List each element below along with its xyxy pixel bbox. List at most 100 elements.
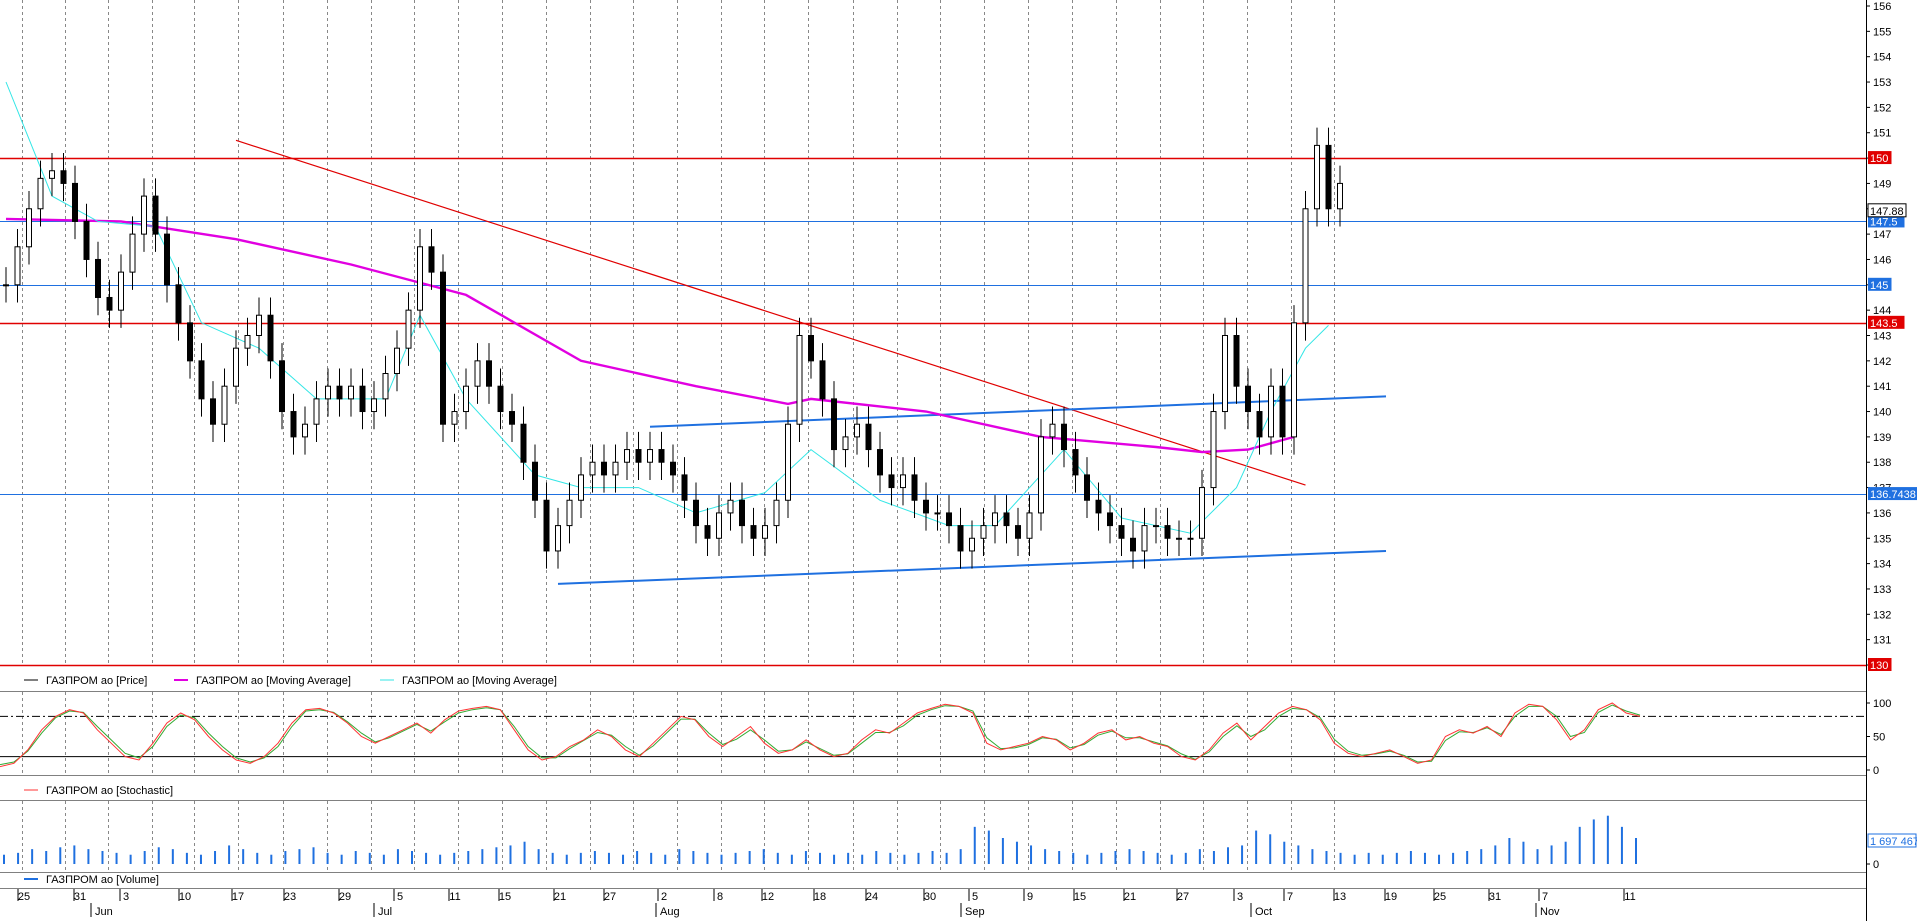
candle-body: [877, 449, 883, 476]
candle-body: [842, 436, 849, 451]
volume-bar: [1367, 852, 1370, 864]
candle-body: [670, 461, 676, 476]
candle-body: [1049, 423, 1056, 438]
volume-bar: [861, 854, 864, 864]
candle-body: [923, 499, 929, 514]
main-legend: ГАЗПРОМ ао [Price] ГАЗПРОМ ао [Moving Av…: [24, 675, 557, 687]
candle-body: [210, 398, 216, 425]
month-label: Jul: [378, 906, 392, 918]
horizontal-levels: [0, 157, 1866, 667]
candle-body: [693, 499, 699, 527]
volume-bar: [1620, 826, 1623, 864]
ma-long-series: [5, 217, 1295, 454]
candle-body: [1164, 525, 1171, 539]
volume-bar: [889, 852, 892, 864]
volume-tick-label: 0: [1873, 859, 1879, 871]
level-badge: [1868, 315, 1905, 329]
candle-body: [1153, 525, 1159, 528]
candle-body: [658, 449, 665, 463]
day-label: 9: [1027, 891, 1033, 903]
day-label: 10: [179, 891, 191, 903]
volume-bar: [551, 852, 554, 864]
price-tick-label: 144: [1873, 305, 1891, 317]
volume-bar: [678, 849, 681, 864]
volume-bar: [1241, 845, 1244, 864]
candle-body: [14, 246, 21, 286]
stoch-legend: ГАЗПРОМ ао [Stochastic]: [24, 785, 173, 797]
volume-bar: [270, 854, 273, 864]
candle-body: [808, 335, 814, 362]
candle-body: [1268, 385, 1274, 438]
volume-bar: [1255, 830, 1258, 864]
last-volume-box: [1867, 833, 1917, 848]
last-price-label: 147.88: [1870, 206, 1904, 218]
month-label: Sep: [965, 906, 985, 918]
level-badge-label: 130: [1870, 660, 1888, 672]
price-tick-label: 152: [1873, 102, 1891, 114]
candle-body: [1118, 525, 1125, 539]
volume-bar: [776, 852, 779, 864]
price-tick-label: 147: [1873, 229, 1891, 241]
day-label: 2: [661, 891, 667, 903]
day-label: 11: [449, 891, 460, 903]
price-tick-label: 151: [1873, 128, 1891, 140]
candle-body: [762, 525, 768, 539]
candle-body: [463, 385, 469, 413]
legend-ma-long-label: ГАЗПРОМ ао [Moving Average]: [196, 675, 351, 687]
candle-body: [359, 385, 366, 413]
volume-bar: [1269, 834, 1272, 864]
volume-bar: [833, 854, 836, 864]
candle-body: [3, 284, 9, 287]
candle-body: [1061, 423, 1067, 451]
volume-bar: [945, 852, 948, 864]
level-badges: 150 147.5 145 143.5 136.7438 130 147.88: [1867, 151, 1917, 672]
volume-bar: [382, 854, 385, 864]
candle-body: [1233, 335, 1240, 387]
day-label: 11: [1624, 891, 1635, 903]
candle-body: [555, 525, 561, 552]
candle-body: [957, 525, 964, 552]
candle-body: [1291, 322, 1297, 438]
day-label: 8: [717, 891, 723, 903]
price-tick-label: 154: [1873, 52, 1891, 64]
volume-bar: [157, 847, 160, 864]
candle-body: [946, 512, 952, 527]
candle-body: [911, 474, 918, 501]
price-tick-label: 146: [1873, 254, 1891, 266]
volume-bar: [1438, 854, 1441, 864]
candle-body: [509, 411, 515, 425]
volume-bar: [228, 845, 231, 864]
volume-bar: [523, 841, 526, 864]
candle-body: [428, 246, 435, 273]
candle-body: [417, 246, 423, 311]
price-tick-label: 156: [1873, 1, 1891, 13]
candle-body: [785, 423, 791, 501]
candle-body: [980, 525, 987, 539]
volume-bar: [143, 851, 146, 864]
volume-bar: [284, 851, 287, 864]
day-label: 27: [604, 891, 616, 903]
price-tick-label: 149: [1873, 178, 1891, 190]
level-badge: [1868, 277, 1892, 291]
last-volume-label: 1 697 467: [1870, 836, 1917, 848]
volume-bar: [1044, 849, 1047, 864]
candle-body: [727, 499, 734, 514]
volume-bar: [3, 854, 5, 864]
volume-bar: [1170, 854, 1173, 864]
level-badge-label: 145: [1870, 280, 1888, 292]
legend-price-label: ГАЗПРОМ ао [Price]: [46, 675, 147, 687]
volume-bar: [45, 851, 48, 864]
candle-body: [1302, 208, 1309, 324]
volume-bar: [1564, 841, 1567, 864]
volume-bar: [804, 851, 807, 864]
candle-body: [129, 233, 136, 273]
volume-bar: [73, 845, 76, 864]
stoch-line: [0, 704, 1641, 766]
day-label: 5: [397, 891, 403, 903]
candle-body: [336, 385, 343, 400]
candle-body: [72, 182, 78, 222]
volume-bar: [565, 854, 568, 864]
candle-body: [1072, 449, 1079, 476]
candle-body: [26, 208, 32, 248]
candle-body: [796, 335, 803, 425]
